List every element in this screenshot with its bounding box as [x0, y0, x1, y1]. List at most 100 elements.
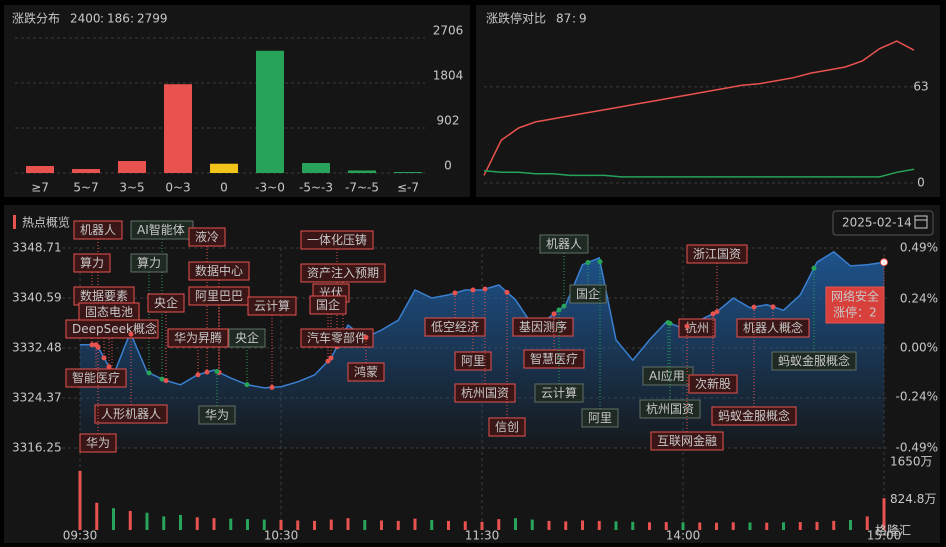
tag-box: [300, 230, 374, 250]
point-dot: [325, 358, 331, 364]
point-dot: [811, 265, 817, 271]
volume-bar: [748, 522, 752, 530]
x-tick-label: 3~5: [119, 181, 144, 195]
volume-bar: [698, 522, 702, 530]
point-dot: [95, 344, 101, 350]
volume-bar: [765, 522, 769, 530]
tag-text: 数据要素: [80, 288, 128, 303]
volume-bar: [179, 515, 182, 530]
tag-text: 人形机器人: [101, 407, 161, 421]
tag-text: 固态电池: [85, 305, 133, 319]
tag-text: 液冷: [195, 229, 219, 244]
volume-bar: [715, 522, 718, 530]
volume-bar: [849, 520, 852, 530]
tag-box: [188, 261, 250, 281]
volume-bar: [798, 522, 802, 530]
volume-bar: [396, 520, 400, 530]
tag-text: 国企: [316, 297, 340, 312]
tag-box: [347, 362, 385, 382]
volume-tick-label: 1650万: [890, 455, 933, 469]
tag-text: 华为: [205, 408, 229, 422]
point-dot: [328, 355, 334, 361]
y-tick-label: 3340.59: [12, 291, 62, 305]
tag-text: 阿里: [588, 411, 612, 425]
x-tick-label: -3~0: [255, 181, 285, 195]
highlight-detail: 涨停：2: [833, 305, 877, 320]
tag-text: DeepSeek概念: [72, 321, 157, 336]
tag-box: [736, 318, 810, 338]
point-dot: [146, 370, 152, 376]
tag-text: 浙江国资: [693, 247, 741, 261]
tag-box: [650, 431, 724, 451]
tag-box: [73, 220, 123, 240]
volume-bar: [564, 521, 568, 530]
tag-box: [228, 328, 266, 348]
tag-box: [300, 328, 374, 348]
volume-bar: [212, 518, 216, 530]
bar: [394, 172, 422, 173]
point-dot: [482, 286, 488, 292]
volume-bar: [581, 520, 584, 530]
panel-title: 热点概览: [22, 215, 70, 230]
tag-box: [488, 417, 526, 437]
tag-box: [167, 328, 229, 348]
x-tick-label: ≥7: [31, 181, 49, 195]
y-tick-label: 0: [444, 159, 452, 173]
tag-box: [639, 399, 701, 419]
volume-bar: [95, 502, 99, 530]
tag-text: 华为昇腾: [174, 330, 222, 345]
tag-box: [539, 234, 589, 254]
volume-bar: [162, 516, 166, 530]
tag-text: 汽车零部件: [307, 330, 367, 345]
point-dot: [363, 334, 369, 340]
volume-bar: [681, 522, 685, 530]
point-dot: [159, 376, 165, 382]
point-dot: [163, 378, 169, 384]
point-dot: [504, 289, 510, 295]
volume-bar: [731, 522, 735, 530]
tag-text: 基因测序: [519, 319, 567, 334]
panel: [476, 5, 940, 197]
point-dot: [452, 290, 458, 296]
x-tick-label: 5~7: [73, 181, 98, 195]
volume-bar: [547, 520, 551, 530]
y2-tick-label: 0.24%: [900, 292, 938, 306]
tag-box: [711, 406, 797, 426]
point-dot: [597, 259, 603, 265]
tag-text: 智能医疗: [72, 370, 120, 385]
tag-text: 互联网金融: [657, 433, 717, 448]
tag-box: [247, 296, 297, 316]
point-dot: [751, 304, 757, 310]
watermark: 格隆汇: [875, 523, 911, 538]
tag-text: 算力: [80, 255, 104, 270]
x-tick-label: -7~-5: [345, 181, 379, 195]
point-dot: [101, 355, 107, 361]
volume-bar: [262, 519, 266, 530]
point-dot: [714, 309, 720, 315]
volume-bar: [648, 522, 651, 530]
tag-box: [581, 408, 619, 428]
point-dot: [128, 331, 134, 337]
y-tick-label: 3316.25: [12, 441, 62, 455]
bar: [26, 166, 54, 173]
series-line: [483, 40, 915, 176]
highlight-title: 网络安全: [831, 289, 879, 304]
tag-box: [198, 405, 236, 425]
point-dot: [684, 323, 690, 329]
summary-value: 186: [107, 12, 130, 26]
volume-bar: [865, 516, 869, 530]
point-dot: [195, 372, 201, 378]
volume-bar: [832, 520, 836, 530]
y-tick-label: 3332.48: [12, 341, 62, 355]
x-tick-label: 10:30: [264, 529, 299, 543]
date-picker[interactable]: 2025-02-14: [832, 210, 934, 236]
volume-bar: [463, 521, 467, 530]
x-tick-label: ≤-7: [397, 181, 419, 195]
tag-text: 杭州国资: [461, 385, 509, 400]
point-dot: [244, 382, 250, 388]
tag-box: [309, 295, 347, 315]
highlight-box: [825, 286, 885, 324]
volume-bar: [229, 518, 233, 530]
tag-text: 央企: [235, 330, 259, 345]
